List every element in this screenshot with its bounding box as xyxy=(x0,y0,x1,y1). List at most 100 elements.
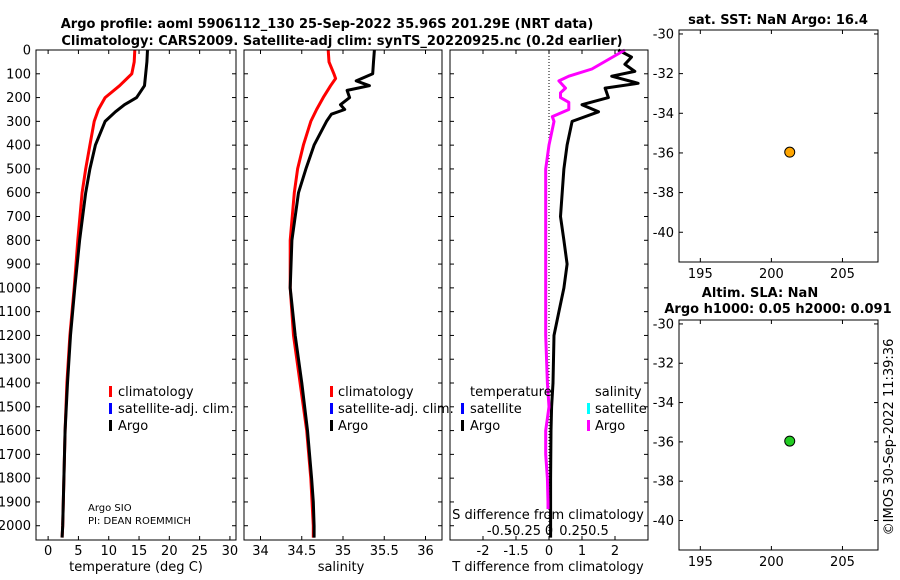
y-tick-label: 200 xyxy=(6,91,31,106)
x-tick-label: 195 xyxy=(688,555,713,570)
y-tick-label: -32 xyxy=(653,357,674,372)
salinity-series-argo xyxy=(288,49,376,538)
legend-satellite-label: satellite xyxy=(470,402,522,417)
sst-map-panel: sat. SST: NaN Argo: 16.4 195 200 205 -30 -32… xyxy=(653,13,879,282)
difference-legend-left: temperature satellite Argo xyxy=(461,385,552,434)
x-tick-label: 20 xyxy=(161,544,178,559)
y-tick-label: 1800 xyxy=(0,472,31,487)
y-tick-label: 1300 xyxy=(0,353,31,368)
legend-climatology-swatch xyxy=(109,386,112,397)
y-tick-label: 600 xyxy=(6,186,31,201)
y-tick-label: 1400 xyxy=(0,377,31,392)
difference-top-label: S difference from climatology xyxy=(452,508,644,523)
y-tick-label: -40 xyxy=(653,514,674,529)
x-tick-label: 195 xyxy=(688,267,713,282)
x-tick-label: 34.5 xyxy=(287,544,316,559)
y-tick-label: 900 xyxy=(6,258,31,273)
top-tick-label: 0.25 xyxy=(559,524,588,539)
x-tick-label: 200 xyxy=(759,555,784,570)
difference-legend-right: salinity satellite Argo xyxy=(587,385,647,434)
y-tick-label: 1000 xyxy=(0,281,31,296)
temperature-axes-frame xyxy=(35,49,237,541)
legend-argo-swatch xyxy=(330,420,333,431)
y-tick-label: -40 xyxy=(653,226,674,241)
legend-argo-swatch xyxy=(461,420,464,431)
difference-series-t-argo-climatology xyxy=(549,48,640,538)
x-tick-label: 35.5 xyxy=(370,544,399,559)
legend-satellite-label: satellite-adj. clim. xyxy=(118,402,234,417)
y-tick-label: -34 xyxy=(653,396,674,411)
y-tick-label: 400 xyxy=(6,139,31,154)
x-tick-label: 0 xyxy=(44,544,52,559)
y-tick-label: -38 xyxy=(653,475,674,490)
x-tick-label: 15 xyxy=(131,544,148,559)
salinity-legend: climatology satellite-adj. clim. Argo xyxy=(330,385,454,434)
x-tick-label: 36 xyxy=(417,544,434,559)
legend-argo-label: Argo xyxy=(470,419,500,434)
y-tick-label: 1100 xyxy=(0,305,31,320)
imos-watermark: ©IMOS 30-Sep-2022 11:39:36 xyxy=(882,339,897,536)
legend-argo-label: Argo xyxy=(118,419,148,434)
difference-panel: -2 -1.5 0 1 2 -0.5-0.25 0 0.25 0.5 S difference… xyxy=(449,48,649,575)
y-tick-label: -38 xyxy=(653,186,674,201)
salinity-panel: 34 34.5 35 35.5 36 salinity climatology sate… xyxy=(243,49,454,575)
top-tick-label: -0.5 xyxy=(487,524,512,539)
salinity-x-label: salinity xyxy=(318,560,365,575)
x-tick-label: -2 xyxy=(477,544,490,559)
legend-argo-swatch xyxy=(109,420,112,431)
y-tick-label: 1200 xyxy=(0,329,31,344)
y-tick-label: 700 xyxy=(6,210,31,225)
x-tick-label: 200 xyxy=(759,267,784,282)
y-tick-label: -36 xyxy=(653,435,674,450)
legend-argo-label: Argo xyxy=(595,419,625,434)
y-tick-label: -30 xyxy=(653,27,674,42)
legend-climatology-swatch xyxy=(330,386,333,397)
y-tick-label: 300 xyxy=(6,115,31,130)
temperature-series-argo xyxy=(60,49,149,538)
figure-title-line2: Climatology: CARS2009. Satellite-adj cli… xyxy=(61,34,622,49)
legend-satellite-swatch xyxy=(587,403,590,414)
x-tick-label: 0 xyxy=(545,544,553,559)
x-tick-label: 30 xyxy=(222,544,239,559)
sst_map-argo-position-marker xyxy=(784,146,796,158)
sst-map-frame xyxy=(678,29,879,263)
legend-argo-label: Argo xyxy=(338,419,368,434)
y-tick-label: 2000 xyxy=(0,519,31,534)
y-tick-label: 800 xyxy=(6,234,31,249)
y-tick-label: 500 xyxy=(6,162,31,177)
x-tick-label: 35 xyxy=(335,544,352,559)
y-tick-label: 1500 xyxy=(0,400,31,415)
legend-satellite-label: satellite-adj. clim. xyxy=(338,402,454,417)
y-tick-label: 0 xyxy=(23,44,31,59)
legend-climatology-label: climatology xyxy=(338,385,414,400)
y-tick-label: -30 xyxy=(653,317,674,332)
x-tick-label: 34 xyxy=(252,544,269,559)
x-tick-label: 1 xyxy=(578,544,586,559)
temperature-x-label: temperature (deg C) xyxy=(69,560,203,575)
top-tick-label: -0.25 xyxy=(507,524,541,539)
x-tick-label: 10 xyxy=(100,544,117,559)
legend-satellite-swatch xyxy=(109,403,112,414)
x-tick-label: 25 xyxy=(191,544,208,559)
x-tick-label: 5 xyxy=(74,544,82,559)
argo-center-credit: Argo SIO xyxy=(88,503,132,514)
top-tick-label: 0.5 xyxy=(588,524,609,539)
x-tick-label: 205 xyxy=(830,555,855,570)
sst-map-title: sat. SST: NaN Argo: 16.4 xyxy=(688,13,868,28)
salinity-axes-frame xyxy=(243,49,443,541)
pi-credit: PI: DEAN ROEMMICH xyxy=(88,516,191,527)
y-tick-label: -32 xyxy=(653,67,674,82)
temperature-panel: 0 5 10 15 20 25 30 0 100 200 300 400 500 600 700 800 90… xyxy=(0,44,238,576)
legend-salinity-heading: salinity xyxy=(595,385,642,400)
legend-satellite-label: satellite xyxy=(595,402,647,417)
x-tick-label: 2 xyxy=(611,544,619,559)
y-tick-label: -34 xyxy=(653,107,674,122)
sla-map-panel: Altim. SLA: NaN Argo h1000: 0.05 h2000: … xyxy=(653,286,892,570)
sla-map-title-line1: Altim. SLA: NaN xyxy=(702,286,818,301)
sla_map-argo-position-marker xyxy=(784,435,796,447)
y-tick-label: 1700 xyxy=(0,448,31,463)
difference-axes-frame xyxy=(449,49,649,541)
temperature-legend: climatology satellite-adj. clim. Argo xyxy=(109,385,234,434)
figure-title-line1: Argo profile: aoml 5906112_130 25-Sep-20… xyxy=(61,17,594,32)
